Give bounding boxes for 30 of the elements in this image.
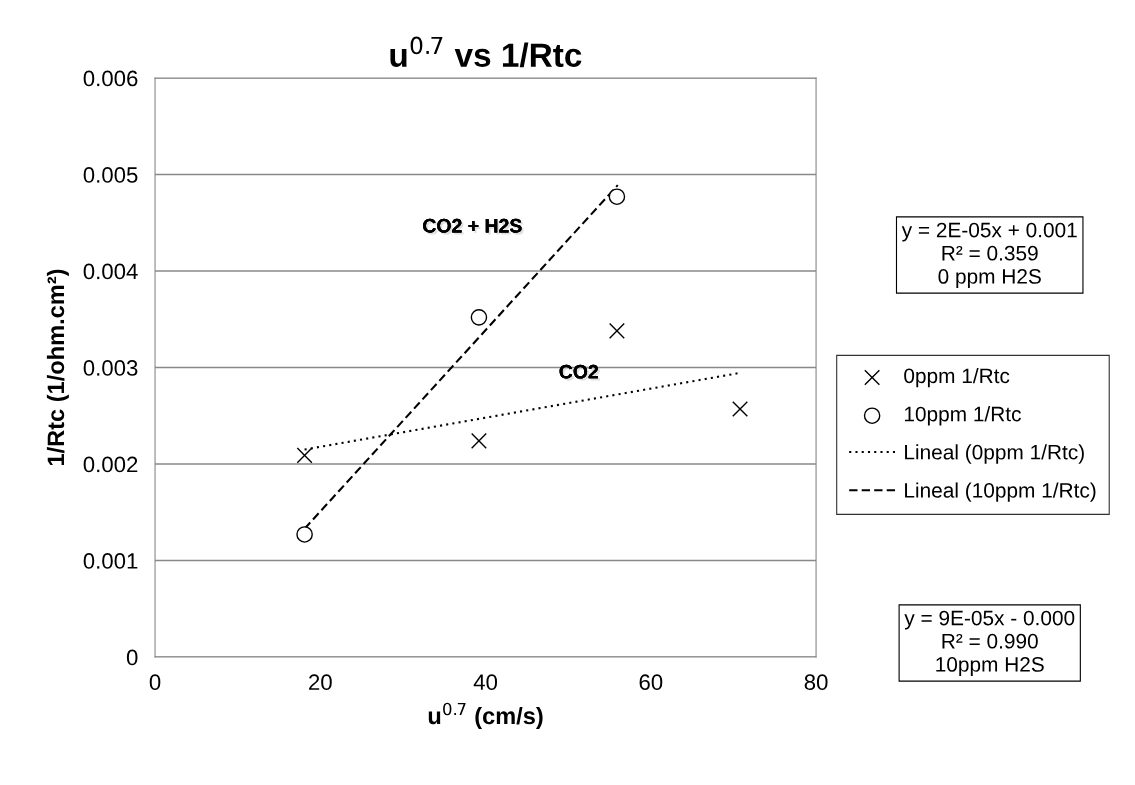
y-tick-label: 0.004	[83, 263, 138, 280]
chart-title: u$^{0.7}$ vs 1/Rtc	[390, 36, 582, 68]
point	[608, 322, 625, 339]
legend-label: 10ppm 1/Rtc	[904, 406, 1021, 426]
y-tick-label: 0	[126, 649, 138, 666]
x-tick-label: 40	[473, 674, 498, 691]
x-tick-label: 80	[804, 674, 828, 691]
legend-label: Lineal (0ppm 1/Rtc)	[905, 444, 1084, 464]
text: y = 2E-05x + 0.001 R² = 0.359 0 ppm H2S	[901, 222, 1077, 288]
text: y = 9E-05x - 0.000 R² = 0.990 10ppm H2S	[904, 610, 1075, 676]
legend-label: 0ppm 1/Rtc	[904, 367, 1010, 388]
point	[470, 432, 487, 449]
annotation: CO2	[559, 364, 601, 381]
y-tick-label: 0.003	[83, 360, 138, 376]
x-tick-label: 60	[639, 674, 663, 691]
legend-label: Lineal (10ppm 1/Rtc)	[905, 482, 1096, 502]
point	[608, 188, 626, 206]
y-tick-label: 0.002	[83, 456, 138, 473]
point	[296, 447, 313, 464]
x-tick-label: 0	[149, 674, 161, 691]
x-axis-title: u$^{0.7}$ (cm/s)	[428, 702, 543, 729]
annotation: CO2 + H2S	[423, 218, 524, 235]
point	[732, 401, 749, 418]
x-tick-label: 20	[309, 674, 332, 691]
y-axis-title: 1/Rtc (1/ohm.cm²)	[46, 269, 69, 466]
y-tick-label: 0.006	[83, 70, 138, 87]
point	[296, 526, 313, 543]
y-tick-label: 0.001	[83, 553, 138, 569]
y-tick-label: 0.005	[83, 167, 138, 183]
point	[470, 309, 488, 326]
